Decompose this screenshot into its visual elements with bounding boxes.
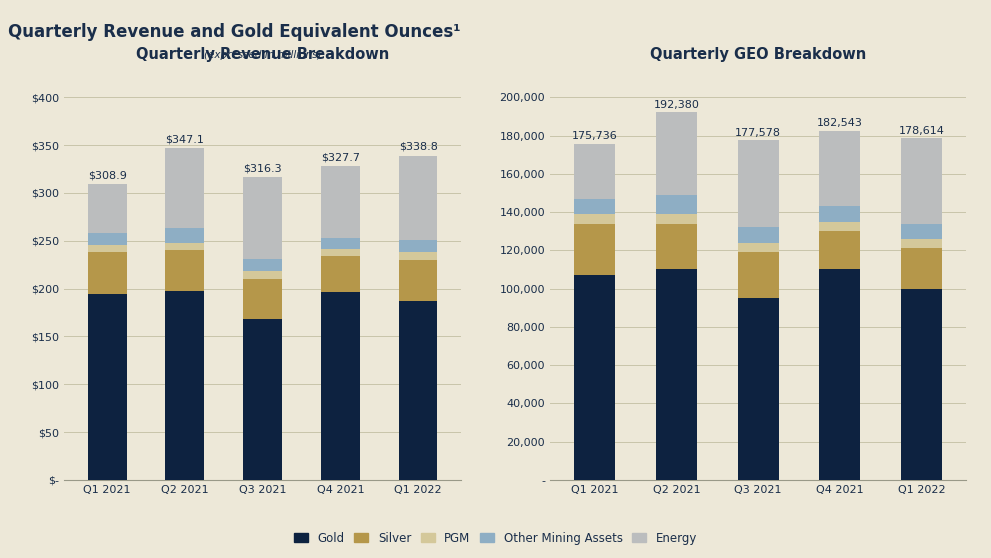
Bar xyxy=(901,224,941,239)
Bar xyxy=(321,249,360,256)
Bar xyxy=(656,224,697,270)
Text: 178,614: 178,614 xyxy=(899,126,944,136)
Bar xyxy=(737,227,779,243)
Bar xyxy=(656,270,697,480)
Text: $316.3: $316.3 xyxy=(244,163,281,174)
Bar xyxy=(737,252,779,298)
Bar xyxy=(820,131,860,206)
Bar xyxy=(737,140,779,227)
Bar xyxy=(575,214,615,224)
Bar xyxy=(901,248,941,288)
Text: 177,578: 177,578 xyxy=(735,128,781,138)
Bar xyxy=(88,244,127,252)
Bar xyxy=(820,270,860,480)
Bar xyxy=(88,252,127,294)
Bar xyxy=(398,252,437,260)
Bar xyxy=(243,271,282,279)
Bar xyxy=(656,195,697,214)
Bar xyxy=(575,143,615,199)
Bar xyxy=(820,222,860,231)
Text: 192,380: 192,380 xyxy=(654,99,700,109)
Bar xyxy=(165,291,204,480)
Bar xyxy=(165,251,204,291)
Bar xyxy=(398,240,437,252)
Text: $327.7: $327.7 xyxy=(321,152,360,162)
Bar xyxy=(398,156,437,240)
Bar xyxy=(321,238,360,249)
Bar xyxy=(737,298,779,480)
Bar xyxy=(321,166,360,238)
Text: Quarterly Revenue and Gold Equivalent Ounces¹: Quarterly Revenue and Gold Equivalent Ou… xyxy=(8,23,461,41)
Title: Quarterly GEO Breakdown: Quarterly GEO Breakdown xyxy=(650,47,866,62)
Bar xyxy=(656,112,697,195)
Bar xyxy=(398,260,437,301)
Bar xyxy=(901,288,941,480)
Bar xyxy=(165,228,204,243)
Bar xyxy=(243,319,282,480)
Text: 182,543: 182,543 xyxy=(817,118,862,128)
Bar xyxy=(88,294,127,480)
Legend: Gold, Silver, PGM, Other Mining Assets, Energy: Gold, Silver, PGM, Other Mining Assets, … xyxy=(289,527,702,549)
Bar xyxy=(901,138,941,224)
Bar xyxy=(737,243,779,252)
Bar xyxy=(575,275,615,480)
Bar xyxy=(243,279,282,319)
Bar xyxy=(575,199,615,214)
Bar xyxy=(243,259,282,271)
Title: Quarterly Revenue Breakdown: Quarterly Revenue Breakdown xyxy=(136,47,389,62)
Text: $308.9: $308.9 xyxy=(88,171,127,181)
Bar xyxy=(398,301,437,480)
Text: 175,736: 175,736 xyxy=(572,131,617,141)
Bar xyxy=(165,243,204,251)
Bar xyxy=(321,256,360,292)
Bar xyxy=(901,239,941,248)
Bar xyxy=(243,177,282,259)
Bar xyxy=(820,206,860,222)
Bar xyxy=(88,233,127,244)
Text: $338.8: $338.8 xyxy=(398,142,437,152)
Bar xyxy=(820,231,860,270)
Bar xyxy=(321,292,360,480)
Bar xyxy=(575,224,615,275)
Text: (expressed in millions): (expressed in millions) xyxy=(204,50,321,60)
Bar xyxy=(656,214,697,224)
Bar xyxy=(165,148,204,228)
Bar xyxy=(88,184,127,233)
Text: $347.1: $347.1 xyxy=(165,134,204,144)
